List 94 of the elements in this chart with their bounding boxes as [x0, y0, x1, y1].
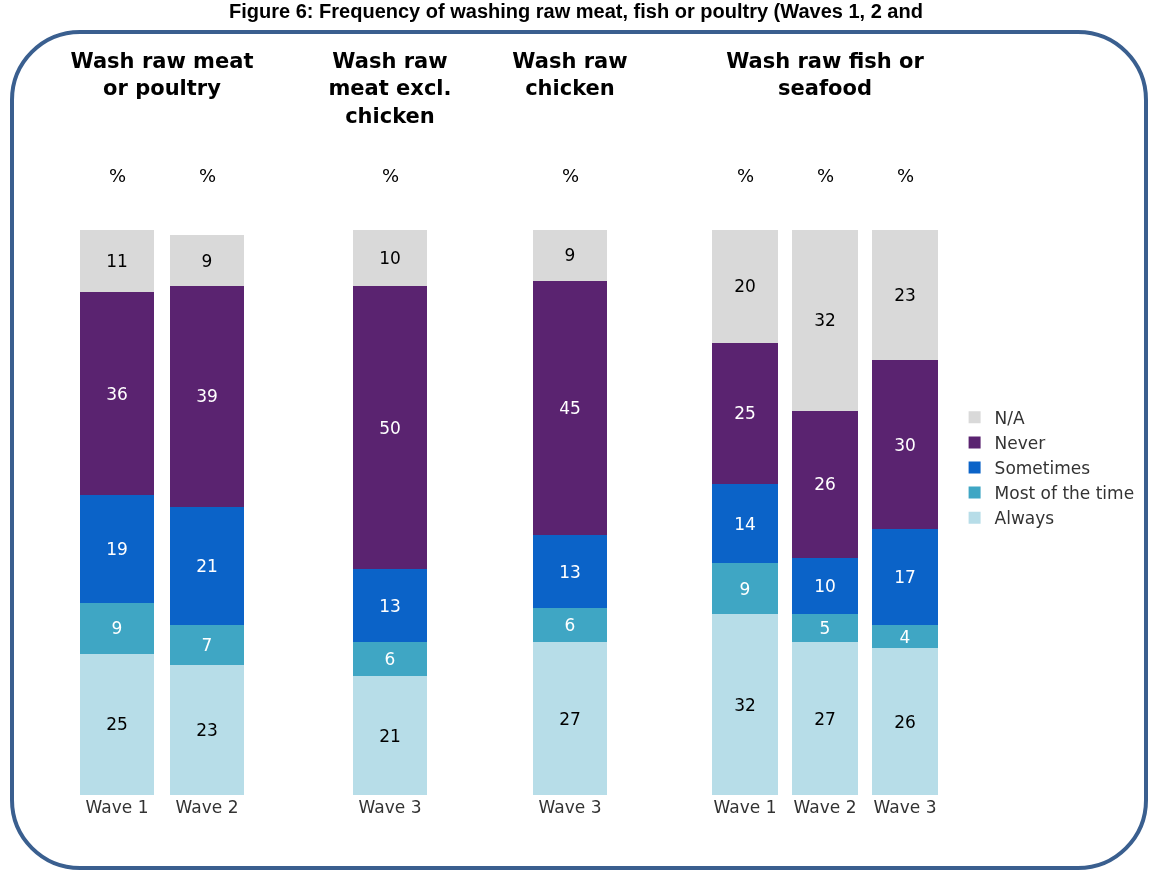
x-tick-label: Wave 1 [85, 797, 149, 817]
bar [532, 280, 608, 535]
caption: Figure 6: Frequency of washing raw meat, fish or poultry (Waves 1, 2 and [228, 0, 924, 23]
data-label: 14 [734, 513, 756, 534]
data-label: 21 [379, 725, 401, 746]
legend-label: Most of the time [994, 483, 1135, 504]
bar [711, 342, 779, 485]
data-label: 19 [106, 539, 128, 560]
data-label: 39 [196, 386, 218, 407]
text: % [109, 165, 127, 186]
x-tick-label: Wave 3 [538, 797, 602, 817]
data-label: 50 [379, 417, 401, 438]
bar [532, 608, 608, 643]
bar [79, 291, 155, 496]
bar [791, 614, 859, 643]
data-label: 17 [894, 567, 916, 588]
legend-label: N/A [994, 407, 1026, 428]
data-label: 21 [196, 556, 218, 577]
data-label: 11 [106, 250, 128, 271]
data-label: 4 [899, 626, 911, 647]
chart-title: Wash raw meat excl. chicken [328, 49, 452, 128]
data-label: 25 [734, 403, 756, 424]
chart-title: Wash raw fish or seafood [726, 49, 925, 101]
legend-label: Always [994, 508, 1055, 529]
data-label: 13 [379, 595, 401, 616]
bar [169, 506, 245, 626]
data-label: 36 [106, 383, 128, 404]
bar [352, 642, 428, 677]
bar [871, 229, 939, 360]
text: % [562, 165, 580, 186]
bar [711, 484, 779, 564]
data-label: 9 [201, 250, 213, 271]
data-label: 9 [111, 618, 123, 639]
bar [169, 286, 245, 507]
data-label: 9 [739, 578, 751, 599]
bar [791, 229, 859, 411]
data-label: 27 [814, 708, 836, 729]
legend-label: Never [994, 433, 1046, 454]
bar [352, 676, 428, 795]
data-label: 32 [814, 310, 836, 331]
bar [352, 568, 428, 643]
text: % [737, 165, 755, 186]
data-label: 23 [196, 719, 218, 740]
data-label: 26 [814, 474, 836, 495]
data-label: 30 [894, 434, 916, 455]
bar [791, 557, 859, 615]
bar [532, 642, 608, 795]
bar [352, 229, 428, 287]
bar [532, 229, 608, 281]
bar [79, 495, 155, 603]
chart-title: Wash raw meat or poultry [70, 49, 254, 101]
bar [169, 235, 245, 287]
bar [711, 563, 779, 615]
data-label: 20 [734, 276, 756, 297]
bar [871, 625, 939, 649]
data-label: 9 [564, 245, 576, 266]
bar [871, 648, 939, 795]
x-tick-label: Wave 1 [713, 797, 777, 817]
text: % [199, 165, 217, 186]
bar [352, 286, 428, 569]
text: % [382, 165, 400, 186]
text: % [817, 165, 835, 186]
data-label: 6 [564, 615, 576, 636]
bar [79, 653, 155, 795]
bar [871, 529, 939, 626]
bar [711, 614, 779, 795]
data-label: 5 [819, 618, 831, 639]
data-label: 32 [734, 694, 756, 715]
x-tick-label: Wave 2 [793, 797, 857, 817]
x-tick-label: Wave 3 [358, 797, 422, 817]
bar [169, 664, 245, 795]
text: % [897, 165, 915, 186]
bar [79, 602, 155, 654]
data-label: 23 [894, 284, 916, 305]
x-tick-label: Wave 3 [873, 797, 937, 817]
legend-label: Sometimes [994, 458, 1091, 479]
data-label: 45 [559, 397, 581, 418]
bar [791, 642, 859, 795]
bar [711, 229, 779, 343]
x-tick-label: Wave 2 [175, 797, 239, 817]
data-label: 25 [106, 714, 128, 735]
bar [791, 410, 859, 558]
bar [169, 625, 245, 665]
bar [532, 534, 608, 609]
data-label: 10 [814, 575, 836, 596]
data-label: 27 [559, 708, 581, 729]
data-label: 7 [201, 635, 213, 656]
bar [79, 229, 155, 292]
data-label: 13 [559, 561, 581, 582]
bar [871, 359, 939, 530]
data-label: 10 [379, 248, 401, 269]
data-label: 26 [894, 711, 916, 732]
data-label: 6 [384, 649, 396, 670]
chart-title: Wash raw chicken [512, 49, 628, 101]
